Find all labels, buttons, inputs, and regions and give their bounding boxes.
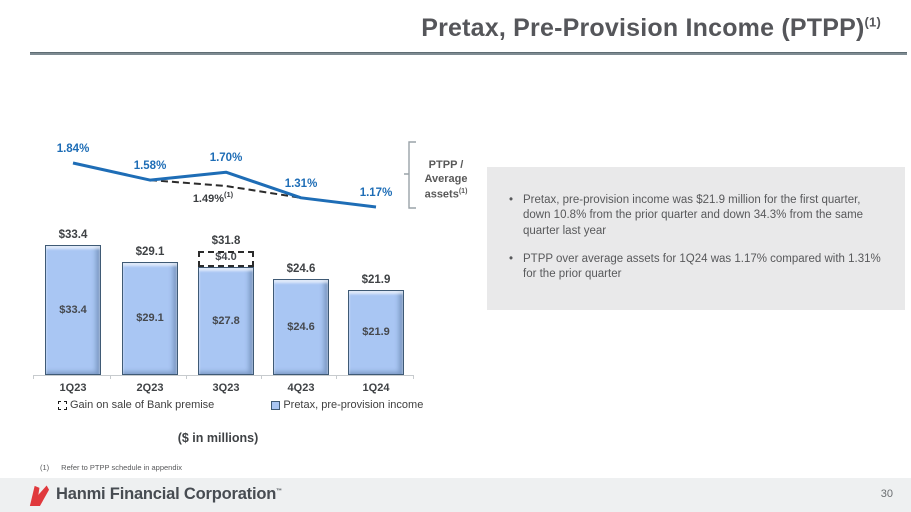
bar-value-label: $24.6 xyxy=(287,321,315,333)
line-point-label: 1.84% xyxy=(57,143,90,155)
bar-value-label: $33.4 xyxy=(59,304,87,316)
footnote-marker: (1) xyxy=(40,463,50,472)
bar-value-label: $27.8 xyxy=(212,315,240,327)
callout-bullet: PTPP over average assets for 1Q24 was 1.… xyxy=(509,252,885,283)
bar-chart-legend: Gain on sale of Bank premise Pretax, pre-… xyxy=(58,399,423,411)
axis-tick xyxy=(33,375,34,379)
axis-tick xyxy=(186,375,187,379)
line-chart-axis-label-text: PTPP / Average assets xyxy=(424,159,468,201)
company-name-text: Hanmi Financial Corporation xyxy=(56,485,277,503)
page-title: Pretax, Pre-Provision Income (PTPP)(1) xyxy=(421,14,881,43)
bar-pretax-preprovision-income xyxy=(122,262,178,375)
line-chart-bracket xyxy=(404,141,416,209)
company-name: Hanmi Financial Corporation™ xyxy=(56,485,282,504)
bar-pretax-preprovision-income xyxy=(45,245,101,375)
callout-bullet: Pretax, pre-provision income was $21.9 m… xyxy=(509,193,885,239)
legend-item: Gain on sale of Bank premise xyxy=(58,399,214,411)
highlights-bullet-list: Pretax, pre-provision income was $21.9 m… xyxy=(487,167,905,282)
bar-total-label: $33.4 xyxy=(58,229,88,241)
line-point-label: 1.58% xyxy=(134,160,167,172)
bar-category-label: 4Q23 xyxy=(287,382,315,394)
axis-tick xyxy=(336,375,337,379)
bar-total-label: $31.8 xyxy=(211,235,241,247)
ptpp-bar-chart: $33.4 $33.4 1Q23 $29.1 $29.1 2Q23 $27.8 $4.0 $31… xyxy=(33,229,414,400)
axis-tick xyxy=(110,375,111,379)
ptpp-ratio-line-chart: 1.84% 1.58% 1.70% 1.31% 1.17% 1.49%(1) xyxy=(57,143,393,209)
bar-total-label: $24.6 xyxy=(286,263,316,275)
line-chart-axis-label: PTPP / Average assets(1) xyxy=(414,158,478,202)
legend-swatch-icon xyxy=(271,400,281,410)
bar-gain-on-sale-segment xyxy=(198,251,254,267)
footnote-text: Refer to PTPP schedule in appendix xyxy=(61,463,182,472)
dashed-point-label: 1.49%(1) xyxy=(193,190,234,205)
bar-category-label: 2Q23 xyxy=(136,382,164,394)
footnote: (1) Refer to PTPP schedule in appendix xyxy=(40,463,182,472)
bar-category-label: 3Q23 xyxy=(212,382,240,394)
axis-tick xyxy=(261,375,262,379)
line-point-label: 1.17% xyxy=(360,187,393,199)
highlights-callout-box: Pretax, pre-provision income was $21.9 m… xyxy=(487,167,905,310)
bar-chart-x-axis xyxy=(33,375,413,376)
legend-swatch-icon xyxy=(58,400,67,410)
line-chart-axis-label-footnote-marker: (1) xyxy=(458,187,468,195)
title-underline xyxy=(30,52,907,55)
line-series-dashed xyxy=(149,179,302,199)
page-number: 30 xyxy=(880,488,893,500)
units-label: ($ in millions) xyxy=(177,431,259,445)
trademark-mark: ™ xyxy=(276,488,282,495)
legend-label: Pretax, pre-provision income xyxy=(283,399,424,411)
bar-pretax-preprovision-income xyxy=(348,290,404,375)
footer-bar: Hanmi Financial Corporation™ 30 xyxy=(0,478,911,512)
line-point-label: 1.70% xyxy=(210,152,243,164)
gain-segment-label: $4.0 xyxy=(215,251,237,263)
bar-pretax-preprovision-income xyxy=(273,279,329,375)
bar-total-label: $21.9 xyxy=(361,274,391,286)
bar-value-label: $29.1 xyxy=(136,312,164,324)
legend-label: Gain on sale of Bank premise xyxy=(70,399,215,411)
line-series-solid xyxy=(72,161,377,209)
legend-item: Pretax, pre-provision income xyxy=(271,399,423,411)
page-title-footnote-marker: (1) xyxy=(864,14,881,30)
bar-value-label: $21.9 xyxy=(362,326,390,338)
bar-category-label: 1Q23 xyxy=(59,382,87,394)
bar-total-label: $29.1 xyxy=(135,246,165,258)
hanmi-logo-icon xyxy=(29,485,50,507)
line-point-label: 1.31% xyxy=(285,178,318,190)
bar-pretax-preprovision-income xyxy=(198,267,254,375)
bar-category-label: 1Q24 xyxy=(362,382,390,394)
page-title-text: Pretax, Pre-Provision Income (PTPP) xyxy=(421,14,865,42)
axis-tick xyxy=(413,375,414,379)
